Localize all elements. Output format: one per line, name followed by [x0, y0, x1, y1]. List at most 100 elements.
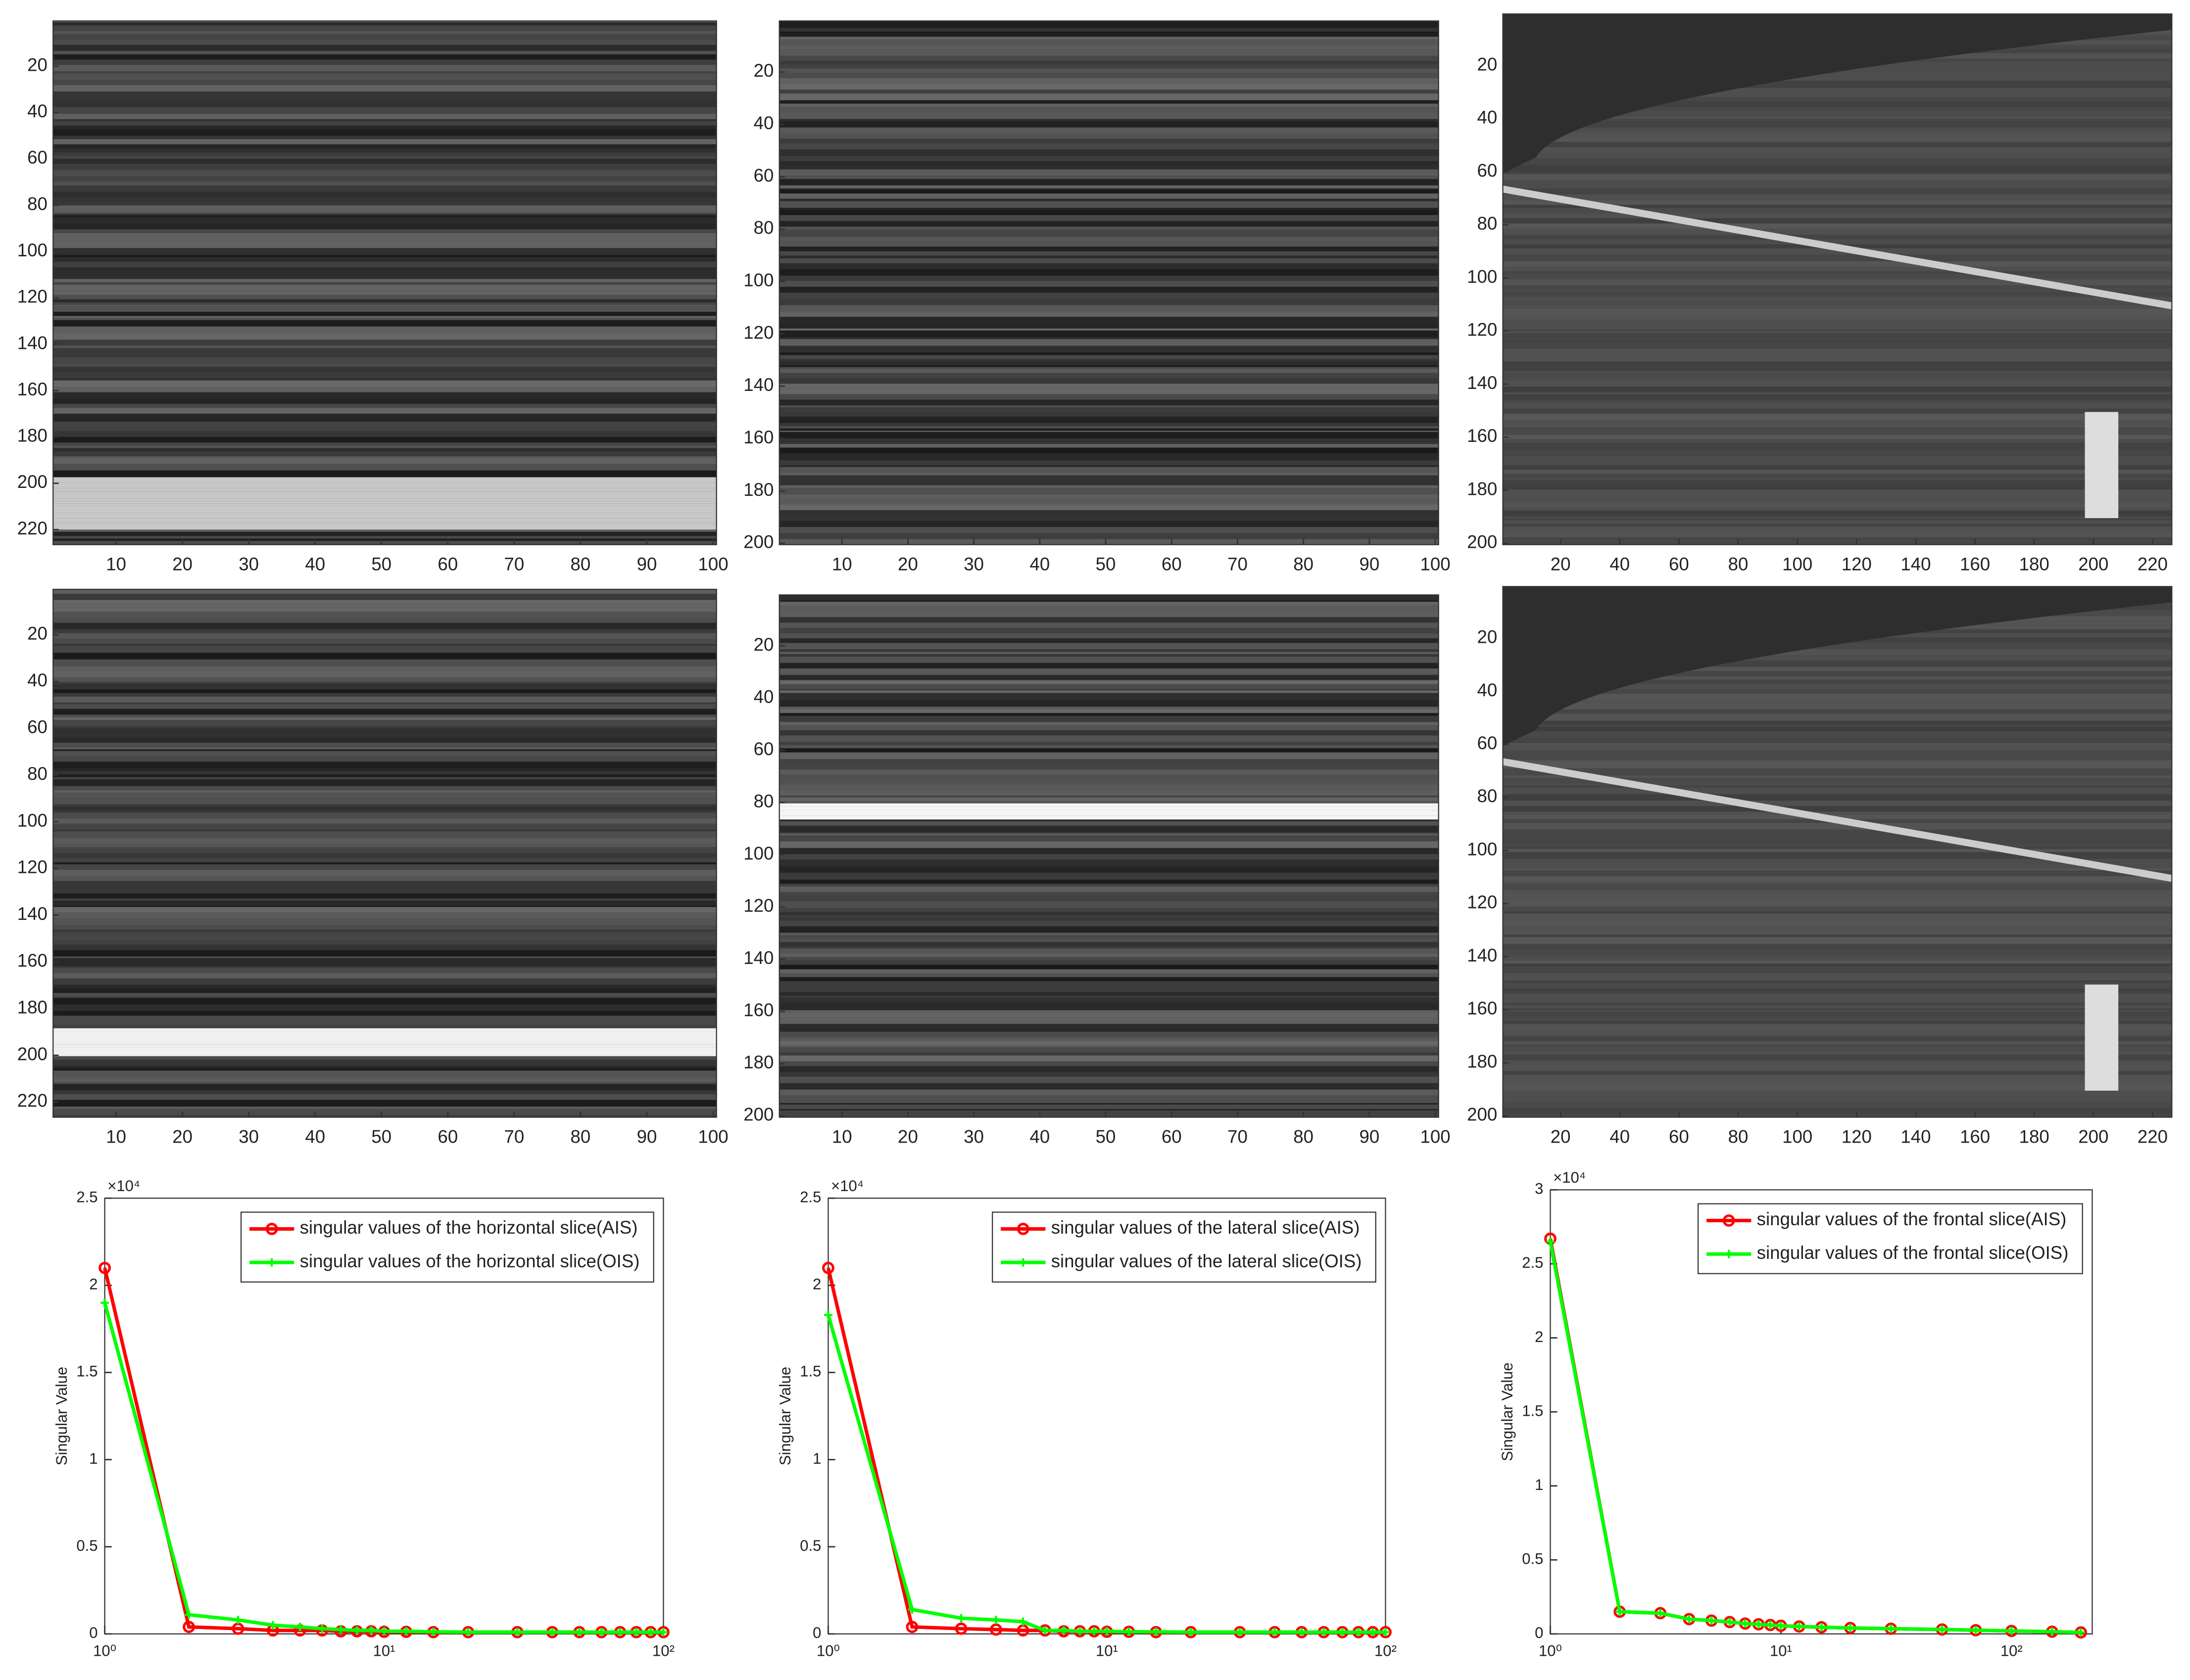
- image-stripe: [779, 657, 1439, 663]
- image-stripe: [779, 103, 1439, 107]
- image-stripe: [779, 388, 1439, 394]
- image-stripe: [779, 948, 1439, 953]
- x-tick-label: 100: [698, 1127, 728, 1147]
- image-stripe: [1503, 254, 2172, 262]
- image-road: [1503, 186, 2172, 310]
- image-stripe: [779, 1017, 1439, 1024]
- x-tick-label: 100: [698, 554, 728, 575]
- image-stripe: [53, 1070, 717, 1077]
- image-stripe: [779, 164, 1439, 170]
- image-stripe: [53, 715, 717, 718]
- image-stripe: [53, 1051, 717, 1056]
- image-stripe: [779, 735, 1439, 742]
- image-stripe: [779, 367, 1439, 369]
- image-stripe: [779, 623, 1439, 628]
- image-stripe: [1503, 775, 2172, 778]
- marker: [659, 1628, 668, 1636]
- image-stripe: [779, 428, 1439, 431]
- legend-marker: [265, 1223, 278, 1235]
- image-stripe: [1503, 188, 2172, 194]
- image-stripe: [779, 1103, 1439, 1105]
- image-stripe: [779, 654, 1439, 657]
- x-tick-label: 220: [2138, 554, 2168, 575]
- x-tick-label: 60: [438, 554, 458, 575]
- image-stripe: [53, 205, 717, 211]
- image-stripe: [53, 689, 717, 693]
- image-stripe: [779, 879, 1439, 884]
- image-stripe: [53, 524, 717, 530]
- marker: [991, 1616, 1000, 1625]
- marker: [1938, 1625, 1947, 1634]
- image-stripe: [1503, 213, 2172, 219]
- x-tick-label: 90: [1359, 554, 1379, 575]
- image-stripe: [53, 768, 717, 771]
- image-stripe: [53, 996, 717, 998]
- marker: [1041, 1626, 1050, 1635]
- image-stripe: [53, 899, 717, 901]
- image-stripe: [53, 503, 717, 506]
- image-stripe: [53, 59, 717, 65]
- image-stripe: [779, 337, 1439, 339]
- image-stripe: [1503, 843, 2172, 847]
- y-multiplier: ×10⁴: [107, 1177, 140, 1195]
- image-stripe: [779, 190, 1439, 194]
- image-tower: [2085, 984, 2119, 1091]
- y-tick-label: 40: [754, 113, 774, 133]
- image-stripe: [1503, 700, 2172, 703]
- image-stripe: [779, 176, 1439, 179]
- image-stripe: [779, 179, 1439, 186]
- image-stripe: [53, 279, 717, 283]
- image-stripe: [53, 966, 717, 968]
- image-stripe: [53, 1010, 717, 1016]
- image-stripe: [53, 907, 717, 912]
- x-tick-label: 200: [2078, 554, 2108, 575]
- image-stripe: [53, 348, 717, 355]
- image-stripe: [53, 320, 717, 327]
- image-stripe: [779, 226, 1439, 230]
- y-tick-label: 0: [89, 1624, 97, 1641]
- image-stripe: [1503, 1052, 2172, 1055]
- image-stripe: [53, 103, 717, 107]
- image-stripe: [779, 258, 1439, 264]
- image-stripe: [53, 984, 717, 988]
- image-stripe: [1503, 676, 2172, 680]
- image-stripe: [53, 262, 717, 268]
- image-stripe: [53, 593, 717, 600]
- image-stripe: [53, 734, 717, 738]
- image-stripe: [1503, 884, 2172, 890]
- image-stripe: [1503, 1083, 2172, 1091]
- y-tick-label: 2.5: [1522, 1254, 1543, 1271]
- image-stripe: [53, 290, 717, 292]
- image-stripe: [1503, 507, 2172, 511]
- y-tick-label: 3: [1535, 1180, 1543, 1198]
- image-stripe: [779, 361, 1439, 366]
- image-stripe: [53, 659, 717, 667]
- image-stripe: [1503, 988, 2172, 991]
- marker: [1152, 1628, 1161, 1636]
- image-stripe: [1503, 991, 2172, 994]
- x-tick-label: 80: [571, 554, 591, 575]
- image-stripe: [53, 912, 717, 919]
- image-stripe: [53, 931, 717, 936]
- image-stripe: [1503, 900, 2172, 907]
- image-stripe: [779, 1083, 1439, 1090]
- image-stripe: [1503, 812, 2172, 815]
- image-stripe: [779, 73, 1439, 78]
- y-tick-label: 120: [743, 896, 774, 916]
- image-stripe: [1503, 1107, 2172, 1114]
- image-stripe: [779, 323, 1439, 329]
- image-stripe: [53, 790, 717, 793]
- image-stripe: [1503, 1057, 2172, 1061]
- x-tick-label: 40: [305, 1127, 325, 1147]
- image-stripe: [1503, 335, 2172, 340]
- image-stripe: [779, 848, 1439, 855]
- image-stripe: [779, 926, 1439, 933]
- image-stripe: [779, 510, 1439, 516]
- image-stripe: [1503, 770, 2172, 775]
- image-stripe: [53, 633, 717, 639]
- image-stripe: [1503, 274, 2172, 278]
- image-stripe: [53, 1059, 717, 1066]
- image-stripe: [53, 875, 717, 881]
- image-stripe: [1503, 510, 2172, 515]
- image-stripe: [1503, 174, 2172, 181]
